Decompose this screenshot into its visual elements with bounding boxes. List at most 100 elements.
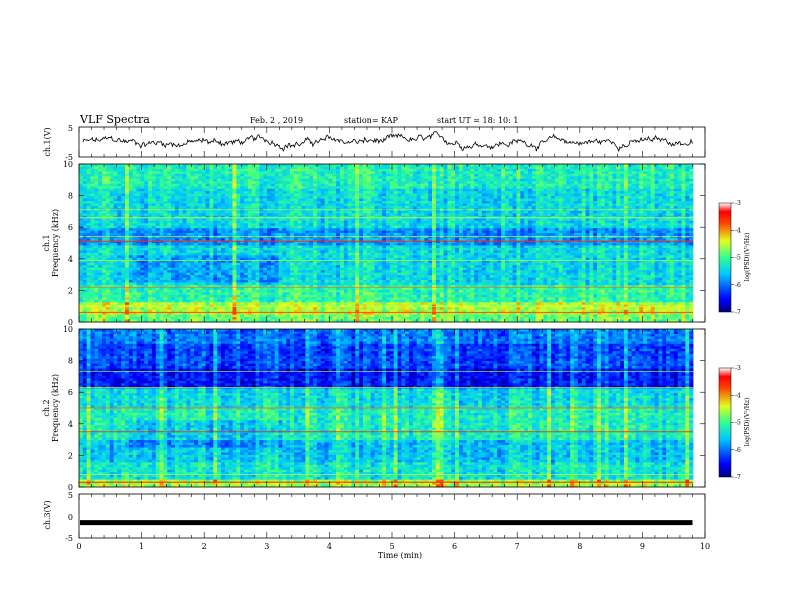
spectrogram-cell	[508, 230, 514, 234]
spectrogram-cell	[389, 176, 395, 180]
spectrogram-cell	[151, 238, 157, 241]
spectrogram-cell	[401, 168, 406, 172]
spectrogram-cell	[508, 210, 514, 214]
spectrogram-cell	[673, 173, 679, 177]
spectrogram-cell	[639, 223, 644, 227]
spectrogram-cell	[125, 225, 130, 229]
spectrogram-cell	[470, 213, 475, 217]
spectrogram-cell	[362, 168, 368, 172]
spectrogram-cell	[669, 186, 675, 190]
spectrogram-cell	[355, 225, 360, 229]
spectrogram-cell	[186, 201, 191, 204]
spectrogram-cell	[220, 191, 226, 195]
spectrogram-cell	[255, 218, 260, 222]
spectrogram-cell	[685, 233, 690, 236]
spectrogram-cell	[585, 176, 590, 180]
spectrogram-cell	[516, 213, 521, 217]
spectrogram-cell	[121, 188, 126, 192]
spectrogram-cell	[409, 193, 414, 197]
spectrogram-cell	[301, 238, 306, 241]
spectrogram-cell	[420, 183, 425, 187]
spectrogram-cell	[493, 173, 498, 177]
spectrogram-cell	[412, 220, 418, 224]
spectrogram-cell	[309, 183, 314, 187]
spectrogram-cell	[351, 220, 356, 224]
spectrogram-cell	[121, 193, 126, 197]
spectrogram-cell	[209, 164, 214, 167]
spectrogram-cell	[654, 196, 659, 199]
spectrogram-cell	[527, 233, 533, 236]
spectrogram-cell	[328, 205, 333, 209]
spectrogram-cell	[209, 171, 214, 175]
spectrogram-cell	[623, 191, 629, 195]
spectrogram-cell	[309, 228, 314, 232]
spectrogram-cell	[105, 210, 111, 214]
spectrogram-cell	[86, 188, 91, 192]
spectrogram-cell	[351, 188, 356, 192]
spectrogram-cell	[224, 171, 230, 175]
spectrogram-cell	[263, 181, 268, 185]
spectrogram-cell	[174, 223, 180, 227]
spectrogram-cell	[121, 164, 126, 167]
spectrogram-cell	[328, 196, 333, 199]
spectrogram-cell	[190, 220, 195, 224]
spectrogram-cell	[481, 230, 487, 234]
spectrogram-cell	[424, 220, 429, 224]
spectrogram-cell	[501, 164, 506, 167]
spectrogram-cell	[543, 183, 548, 187]
spectrogram-cell	[240, 233, 245, 236]
spectrogram-cell	[639, 173, 644, 177]
spectrogram-cell	[508, 218, 514, 222]
spectrogram-cell	[163, 228, 168, 232]
spectrogram-cell	[316, 178, 322, 182]
spectrogram-cell	[673, 196, 679, 199]
spectrogram-cell	[585, 178, 590, 182]
spectrogram-cell	[132, 168, 137, 172]
spectrogram-cell	[386, 186, 391, 190]
spectrogram-cell	[155, 193, 160, 197]
spectrogram-cell	[593, 225, 598, 229]
spectrogram-cell	[597, 193, 602, 197]
spectrogram-cell	[527, 173, 533, 177]
spectrogram-cell	[597, 230, 602, 234]
spectrogram-cell	[232, 186, 237, 190]
spectrogram-cell	[531, 203, 537, 207]
spectrogram-cell	[290, 223, 295, 227]
spectrogram-cell	[673, 171, 679, 175]
spectrogram-cell	[458, 230, 464, 234]
spectrogram-cell	[643, 218, 648, 222]
spectrogram-cell	[551, 220, 556, 224]
spectrogram-cell	[462, 171, 467, 175]
spectrogram-cell	[585, 173, 590, 177]
spectrogram-cell	[263, 186, 268, 190]
spectrogram-cell	[167, 238, 172, 241]
spectrogram-cell	[474, 233, 479, 236]
spectrogram-cell	[347, 225, 352, 229]
spectrogram-cell	[121, 201, 126, 204]
spectrogram-cell	[194, 223, 199, 227]
spectrogram-cell	[378, 171, 383, 175]
spectrogram-cell	[524, 178, 529, 182]
spectrogram-cell	[90, 225, 95, 229]
spectrogram-cell	[94, 203, 99, 207]
spectrogram-cell	[267, 188, 272, 192]
spectrogram-cell	[539, 198, 544, 202]
spectrogram-cell	[562, 205, 567, 209]
spectrogram-cell	[393, 196, 398, 199]
spectrogram-cell	[236, 164, 241, 167]
spectrogram-cell	[654, 205, 659, 209]
spectrogram-cell	[159, 164, 164, 167]
spectrogram-cell	[508, 168, 514, 172]
spectrogram-cell	[524, 164, 529, 167]
spectrogram-cell	[278, 171, 283, 175]
spectrogram-cell	[631, 178, 636, 182]
spectrogram-cell	[416, 198, 421, 202]
spectrogram-cell	[432, 181, 437, 185]
spectrogram-cell	[462, 193, 467, 197]
spectrogram-cell	[194, 186, 199, 190]
spectrogram-cell	[297, 228, 302, 232]
spectrogram-cell	[255, 188, 260, 192]
spectrogram-cell	[86, 201, 91, 204]
spectrogram-cell	[585, 205, 590, 209]
spectrogram-cell	[316, 188, 322, 192]
